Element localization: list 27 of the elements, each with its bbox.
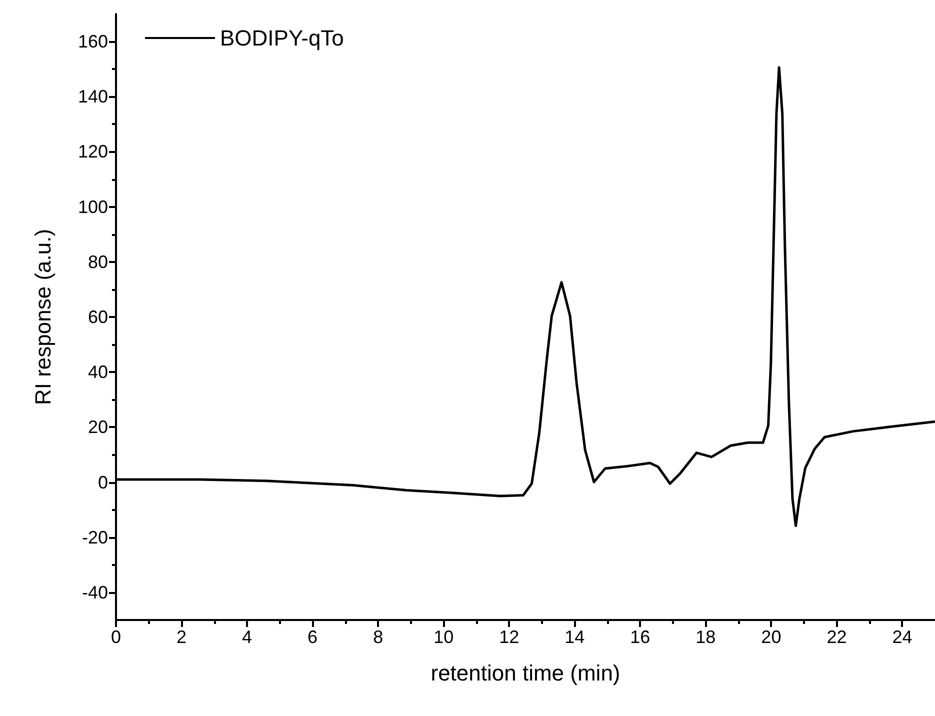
- y-tick-label: 20: [88, 417, 108, 438]
- x-tick-label: 2: [176, 627, 187, 647]
- x-tick-label: 4: [242, 627, 252, 647]
- y-tick-label: -20: [82, 527, 108, 548]
- x-tick-label: 10: [434, 627, 454, 647]
- x-axis-title: retention time (min): [430, 660, 620, 686]
- x-tick-label: 18: [696, 627, 716, 647]
- x-tick-label: 16: [630, 627, 650, 647]
- y-tick-label: 40: [88, 362, 108, 382]
- y-tick-label: 140: [78, 86, 108, 107]
- y-tick-label: 60: [88, 307, 108, 327]
- y-axis-title: RI response (a.u.): [30, 228, 56, 406]
- x-tick-label: 8: [373, 627, 384, 647]
- x-tick-label: 0: [110, 627, 122, 647]
- y-tick-label: 100: [78, 196, 108, 217]
- x-tick-label: 6: [308, 627, 318, 647]
- y-tick-label: 0: [98, 472, 108, 492]
- x-tick-label: 12: [499, 627, 520, 647]
- y-tick-label: 80: [88, 252, 108, 272]
- legend-label: BODIPY-qTo: [220, 26, 344, 50]
- y-tick-label: 160: [78, 32, 108, 52]
- y-tick-label: -40: [82, 582, 108, 602]
- x-tick-label: 20: [761, 627, 782, 647]
- x-tick-label: 14: [564, 627, 585, 647]
- y-tick-label: 120: [78, 142, 108, 162]
- x-tick-label: 24: [892, 627, 912, 647]
- x-tick-label: 22: [826, 627, 847, 647]
